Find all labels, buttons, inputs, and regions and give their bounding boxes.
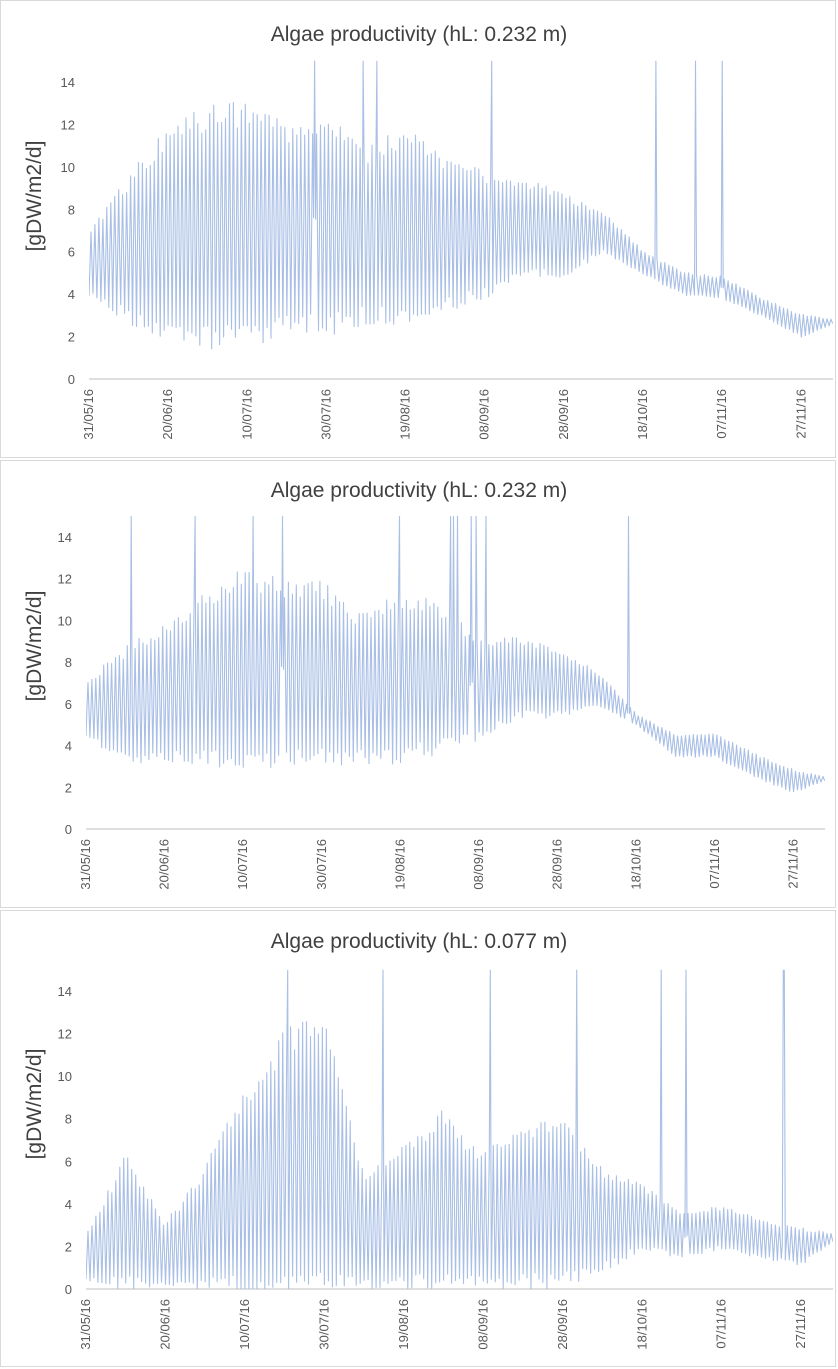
chart-1: Algae productivity (hL: 0.232 m) [gDW/m2/… [23, 23, 833, 440]
x-tick-label: 20/06/16 [157, 1299, 172, 1350]
x-tick-label: 27/11/16 [793, 1299, 808, 1349]
x-tick-label: 30/07/16 [314, 839, 329, 890]
y-axis-label: [gDW/m2/d] [23, 141, 46, 252]
x-tick-label: 19/08/16 [396, 1299, 411, 1350]
y-tick-label: 6 [68, 245, 75, 260]
data-series-line [89, 60, 833, 350]
x-tick-label: 31/05/16 [78, 839, 93, 890]
x-tick-label: 07/11/16 [714, 389, 729, 439]
y-tick-label: 4 [65, 739, 72, 754]
x-tick-label: 27/11/16 [793, 389, 808, 439]
y-tick-label: 4 [68, 287, 75, 302]
x-tick-label: 19/08/16 [398, 389, 413, 440]
x-tick-label: 18/10/16 [628, 839, 643, 890]
y-tick-label: 0 [68, 372, 75, 387]
chart-2: Algae productivity (hL: 0.232 m) [gDW/m2/… [23, 479, 825, 890]
x-tick-label: 31/05/16 [78, 1299, 93, 1350]
x-tick-label: 18/10/16 [635, 389, 650, 440]
x-tick-label: 30/07/16 [318, 389, 333, 440]
y-tick-label: 0 [65, 1282, 72, 1297]
y-axis-label: [gDW/m2/d] [23, 1049, 46, 1160]
y-tick-label: 10 [58, 613, 72, 628]
y-tick-label: 12 [61, 117, 75, 132]
chart-panel-3: Algae productivity (hL: 0.077 m) [gDW/m2/… [0, 910, 836, 1367]
data-series-line [86, 516, 825, 792]
x-tick-label: 18/10/16 [634, 1299, 649, 1350]
x-tick-label: 19/08/16 [392, 839, 407, 890]
x-tick-label: 30/07/16 [316, 1299, 331, 1350]
chart-panel-2: Algae productivity (hL: 0.232 m) [gDW/m2/… [0, 460, 836, 908]
x-tick-label: 10/07/16 [237, 1299, 252, 1350]
y-tick-label: 14 [58, 984, 72, 999]
x-tick-label: 10/07/16 [235, 839, 250, 890]
chart-title: Algae productivity (hL: 0.077 m) [271, 930, 567, 953]
chart-title: Algae productivity (hL: 0.232 m) [271, 23, 567, 46]
y-tick-label: 12 [58, 572, 72, 587]
y-tick-label: 6 [65, 697, 72, 712]
chart-3: Algae productivity (hL: 0.077 m) [gDW/m2/… [23, 930, 833, 1350]
y-tick-label: 0 [65, 822, 72, 837]
y-tick-label: 2 [65, 1239, 72, 1254]
chart-panel-1: Algae productivity (hL: 0.232 m) [gDW/m2/… [0, 0, 836, 458]
y-tick-label: 8 [65, 1112, 72, 1127]
x-tick-label: 20/06/16 [160, 389, 175, 440]
y-tick-label: 14 [58, 530, 72, 545]
x-tick-label: 07/11/16 [714, 1299, 729, 1349]
x-tick-label: 07/11/16 [707, 839, 722, 889]
x-tick-label: 28/09/16 [555, 1299, 570, 1350]
y-axis-label: [gDW/m2/d] [23, 591, 46, 702]
x-tick-label: 28/09/16 [556, 389, 571, 440]
y-tick-label: 12 [58, 1027, 72, 1042]
x-tick-label: 31/05/16 [81, 389, 96, 440]
x-tick-label: 08/09/16 [477, 389, 492, 440]
x-tick-label: 20/06/16 [157, 839, 172, 890]
y-tick-label: 10 [61, 160, 75, 175]
y-tick-label: 8 [65, 655, 72, 670]
y-tick-label: 2 [68, 330, 75, 345]
y-tick-label: 10 [58, 1069, 72, 1084]
data-series-line [86, 969, 833, 1290]
y-tick-label: 14 [61, 75, 75, 90]
y-tick-label: 6 [65, 1154, 72, 1169]
chart-title: Algae productivity (hL: 0.232 m) [271, 479, 567, 502]
y-tick-label: 8 [68, 202, 75, 217]
x-tick-label: 08/09/16 [471, 839, 486, 890]
x-tick-label: 27/11/16 [786, 839, 801, 889]
x-tick-label: 10/07/16 [239, 389, 254, 440]
x-tick-label: 28/09/16 [550, 839, 565, 890]
x-tick-label: 08/09/16 [475, 1299, 490, 1350]
y-tick-label: 4 [65, 1197, 72, 1212]
y-tick-label: 2 [65, 780, 72, 795]
